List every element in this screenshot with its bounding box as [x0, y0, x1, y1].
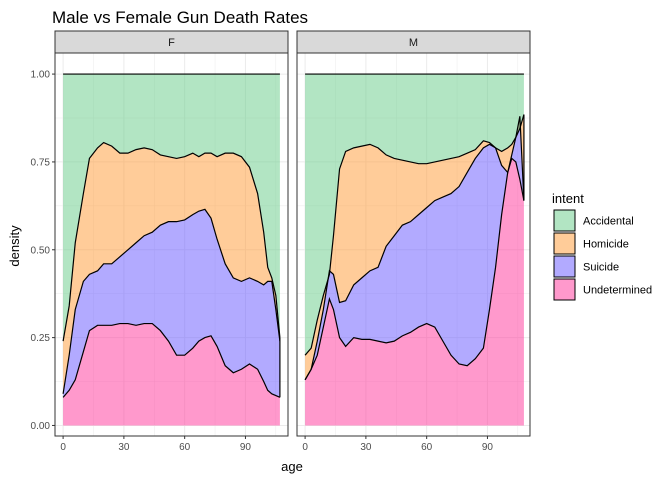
y-tick-label: 0.25	[31, 333, 51, 344]
legend-item-suicide: Suicide	[553, 255, 619, 278]
legend-label-accidental: Accidental	[583, 216, 634, 228]
panel-border-f	[54, 52, 289, 437]
legend-swatch-suicide	[553, 255, 576, 278]
x-tick-label: 90	[482, 442, 494, 453]
area-undetermined-f	[63, 323, 280, 426]
facet-label-f: F	[168, 37, 175, 49]
area-undetermined-m	[305, 158, 524, 426]
legend-item-accidental: Accidental	[553, 209, 634, 232]
x-tick-label: 90	[240, 442, 252, 453]
legend-item-undetermined: Undetermined	[553, 278, 652, 301]
line-homicide-f	[62, 141, 281, 342]
x-tick-label: 30	[118, 442, 130, 453]
panel-m: M 0 30 60 90	[296, 30, 531, 453]
x-tick-label: 0	[302, 442, 308, 453]
y-axis-title: density	[7, 225, 22, 267]
chart-title: Male vs Female Gun Death Rates	[52, 8, 308, 27]
x-tick-label: 0	[60, 442, 66, 453]
area-homicide-f	[63, 142, 280, 394]
x-tick-label: 60	[421, 442, 433, 453]
legend-swatch-undetermined	[553, 278, 576, 301]
y-tick-label: 1.00	[31, 70, 51, 81]
x-tick-label: 30	[360, 442, 372, 453]
x-tick-label: 60	[179, 442, 191, 453]
area-accidental-f	[63, 74, 280, 342]
line-suicide-f	[62, 208, 281, 394]
area-suicide-f	[63, 209, 280, 398]
facet-panels: F 0 30 60 90 M 0 30 60 90 0.00 0.25 0.50 0.75 1.00	[31, 30, 531, 453]
y-axis: 0.00 0.25 0.50 0.75 1.00	[31, 70, 55, 432]
legend-swatch-accidental	[553, 209, 576, 232]
line-undetermined-f	[62, 322, 281, 398]
legend-label-undetermined: Undetermined	[583, 285, 652, 297]
line-suicide-m	[304, 116, 525, 381]
legend: intent Accidental Homicide Suicide Undeterm…	[552, 191, 652, 301]
legend-label-homicide: Homicide	[583, 239, 629, 251]
legend-title: intent	[552, 191, 584, 206]
panel-border-m	[296, 52, 531, 437]
line-homicide-m	[304, 114, 525, 356]
legend-swatch-homicide	[553, 232, 576, 255]
y-tick-label: 0.50	[31, 245, 51, 256]
x-axis-title: age	[281, 459, 303, 474]
panel-f: F 0 30 60 90	[54, 30, 289, 453]
area-suicide-m	[305, 116, 524, 380]
area-accidental-m	[305, 74, 524, 356]
y-tick-label: 0.00	[31, 421, 51, 432]
legend-label-suicide: Suicide	[583, 262, 619, 274]
legend-item-homicide: Homicide	[553, 232, 629, 255]
area-homicide-m	[305, 114, 524, 380]
y-tick-label: 0.75	[31, 157, 51, 168]
facet-label-m: M	[409, 37, 418, 49]
line-undetermined-m	[304, 157, 525, 381]
